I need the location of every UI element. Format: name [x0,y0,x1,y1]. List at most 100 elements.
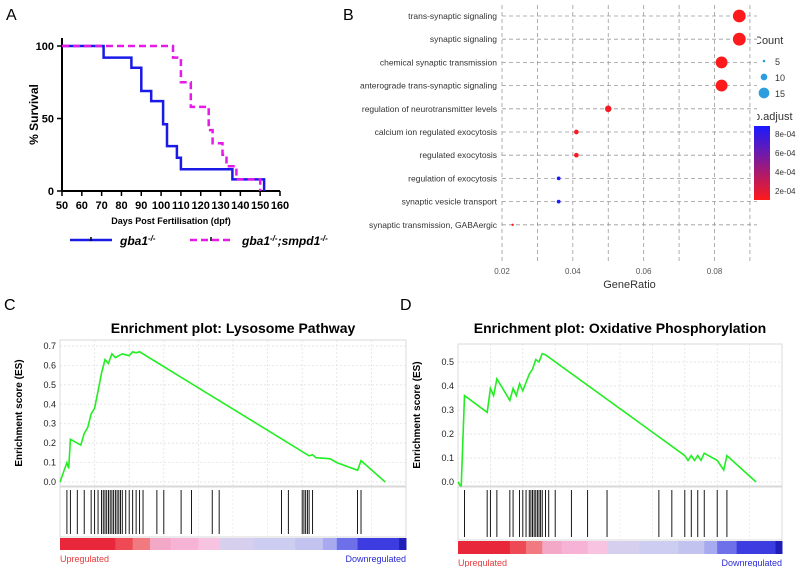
lyso-y-tick-label: 0.4 [43,399,56,409]
lyso-rank-segment [295,538,324,550]
survival-x-axis-label: Days Post Fertilisation (dpf) [111,216,231,226]
dotplot-point [511,223,514,226]
oxphos-rank-segment [561,541,589,554]
gsea-lysosome-title: Enrichment plot: Lysosome Pathway [111,320,356,336]
gsea-oxphos-title: Enrichment plot: Oxidative Phosphorylati… [474,320,766,336]
dotplot-category-label: trans-synaptic signaling [408,11,497,21]
dotplot-point [605,105,612,113]
survival-x-tick-label: 150 [251,200,269,212]
padjust-tick-label: 4e-04 [775,168,796,177]
oxphos-rank-segment [639,541,679,554]
survival-chart: % Survival Days Post Fertilisation (dpf)… [27,38,328,248]
survival-x-tick-label: 130 [211,200,229,212]
dotplot-category-label: chemical synaptic transmission [380,57,497,67]
lyso-rank-segment [399,538,407,550]
survival-x-tick-label: 60 [76,200,88,212]
panel-label-a: A [6,7,17,24]
dotplot-point [732,32,746,46]
survival-x-tick-label: 140 [231,200,249,212]
survival-x-tick-label: 80 [115,200,127,212]
dotplot-point [556,176,561,181]
dotplot-category-label: regulated exocytosis [420,150,498,160]
survival-x-tick-label: 110 [172,200,190,212]
panel-label-c: C [4,297,16,314]
panel-label-b: B [343,7,354,24]
dotplot-category-label: regulation of neurotransmitter levels [362,104,497,114]
oxphos-y-tick-label: 0.3 [441,405,454,415]
oxphos-rank-segment [509,541,527,554]
lyso-y-tick-label: 0.3 [43,419,56,429]
panel-label-d: D [400,297,412,314]
gsea-lysosome-chart: Enrichment plot: Lysosome Pathway Enrich… [14,320,407,564]
padjust-colorbar [754,126,770,200]
lyso-rank-segment [219,538,255,550]
padjust-tick-label: 6e-04 [775,149,796,158]
oxphos-rank-segment [704,541,718,554]
dotplot-x-axis-label: GeneRatio [603,279,656,291]
lyso-y-tick-label: 0.6 [43,360,56,370]
padjust-legend-title: p.adjust [754,111,793,123]
lyso-rank-segment [115,538,134,550]
oxphos-rank-segment [678,541,705,554]
dotplot-point [574,129,579,135]
lyso-y-tick-label: 0.0 [43,477,56,487]
gsea-oxphos-downregulated-label: Downregulated [721,558,782,567]
padjust-tick-label: 8e-04 [775,130,796,139]
gsea-oxphos-y-axis-label: Enrichment score (ES) [412,361,423,468]
survival-x-tick-label: 50 [56,200,68,212]
lyso-rank-segment [336,538,359,550]
gsea-lysosome-y-axis-label: Enrichment score (ES) [14,359,25,466]
lyso-rank-segment [357,538,400,550]
lyso-rank-segment [198,538,220,550]
lyso-rank-segment [253,538,296,550]
oxphos-rank-segment [717,541,738,554]
lyso-y-tick-label: 0.7 [43,341,56,351]
survival-y-tick-label: 0 [48,186,54,198]
dotplot-point [556,199,561,204]
count-legend-title: Count [754,35,783,47]
count-legend-label: 5 [775,57,780,67]
count-legend-label: 15 [775,89,785,99]
dotplot-x-tick-label: 0.04 [565,267,581,276]
dotplot-category-label: synaptic transmission, GABAergic [369,220,498,230]
dotplot-category-label: synaptic vesicle transport [402,197,498,207]
oxphos-rank-segment [458,541,511,554]
lyso-rank-segment [170,538,199,550]
dotplot-point [715,79,728,92]
lyso-rank-segment [322,538,338,550]
dotplot-category-label: calcium ion regulated exocytosis [375,127,497,137]
dotplot-category-label: anterograde trans-synaptic signaling [360,81,497,91]
dotplot-x-tick-label: 0.06 [636,267,652,276]
lyso-rank-segment [132,538,151,550]
oxphos-y-tick-label: 0.4 [441,381,454,391]
lyso-y-tick-label: 0.2 [43,438,56,448]
lyso-rank-segment [60,538,116,550]
padjust-tick-label: 2e-04 [775,187,796,196]
lyso-y-tick-label: 0.5 [43,380,56,390]
count-legend-dot [762,59,766,63]
oxphos-y-tick-label: 0.0 [441,477,454,487]
gsea-oxphos-upregulated-label: Upregulated [458,558,507,567]
count-legend-label: 10 [775,73,785,83]
dotplot-plot-area [502,5,757,262]
oxphos-plot-frame [457,343,783,487]
count-legend-dot [758,87,770,99]
oxphos-rank-segment [587,541,608,554]
oxphos-y-tick-label: 0.1 [441,453,454,463]
survival-y-tick-label: 50 [42,114,54,126]
survival-series-line [62,44,262,191]
survival-legend-label: gba1-/- [119,234,156,249]
survival-x-tick-label: 120 [192,200,210,212]
survival-x-tick-label: 100 [152,200,170,212]
survival-y-axis-label: % Survival [27,84,41,145]
survival-legend-label: gba1-/-;smpd1-/- [241,234,328,249]
oxphos-y-tick-label: 0.2 [441,429,454,439]
oxphos-rank-segment [736,541,777,554]
oxphos-rank-segment [775,541,783,554]
oxphos-rank-segment [526,541,543,554]
dotplot-x-tick-label: 0.08 [707,267,723,276]
gsea-lysosome-downregulated-label: Downregulated [345,554,406,564]
dotplot-point [715,56,728,69]
dotplot-point [732,9,746,23]
